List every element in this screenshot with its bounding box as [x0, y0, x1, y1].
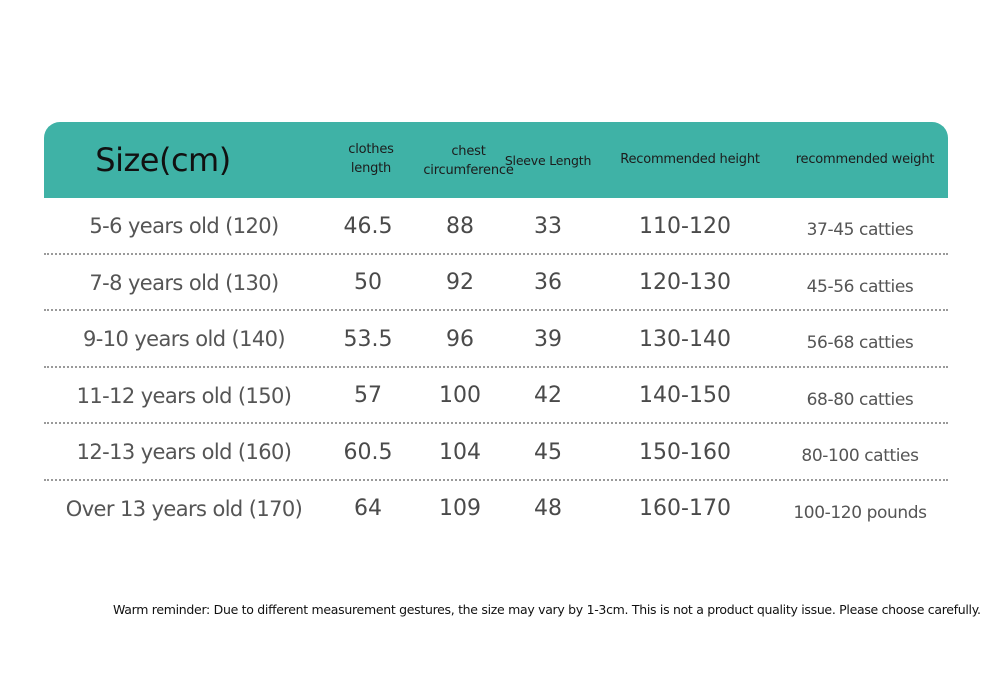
header-clothes-length: clothes length	[336, 122, 406, 198]
table-row: 9-10 years old (140) 53.5 96 39 130-140 …	[44, 311, 948, 368]
header-recommended-height: Recommended height	[620, 151, 760, 167]
cell-weight: 45-56 catties	[806, 276, 914, 297]
cell-size: Over 13 years old (170)	[65, 496, 303, 521]
cell-size: 9-10 years old (140)	[83, 327, 286, 351]
cell-chest: 104	[439, 439, 481, 465]
header-chest-line2: circumference	[423, 163, 514, 178]
cell-chest: 88	[446, 213, 474, 239]
warm-reminder-note: Warm reminder: Due to different measurem…	[113, 602, 981, 617]
cell-height: 150-160	[639, 439, 731, 465]
cell-size: 7-8 years old (130)	[89, 270, 279, 295]
cell-clothes-length: 64	[354, 496, 382, 521]
cell-size: 12-13 years old (160)	[76, 440, 292, 464]
cell-height: 120-130	[639, 270, 731, 295]
cell-sleeve: 48	[534, 496, 562, 521]
cell-height: 140-150	[639, 383, 731, 408]
header-size: Size(cm)	[95, 140, 231, 179]
cell-clothes-length: 50	[354, 270, 382, 295]
table-row: 11-12 years old (150) 57 100 42 140-150 …	[44, 368, 948, 425]
cell-chest: 92	[446, 270, 474, 295]
cell-height: 110-120	[639, 213, 731, 239]
header-clothes-length-line2: length	[350, 161, 392, 176]
table-header: Size(cm) clothes length chest circumferenc…	[44, 122, 948, 198]
cell-weight: 37-45 catties	[806, 220, 914, 240]
cell-chest: 109	[439, 496, 481, 521]
cell-clothes-length: 57	[354, 383, 382, 408]
cell-weight: 68-80 catties	[806, 389, 914, 410]
header-clothes-length-line1: clothes	[348, 142, 394, 158]
cell-height: 130-140	[639, 326, 731, 352]
header-sleeve-length: Sleeve Length	[504, 153, 592, 168]
table-row: Over 13 years old (170) 64 109 48 160-17…	[44, 481, 948, 538]
table-row: 5-6 years old (120) 46.5 88 33 110-120 3…	[44, 198, 948, 255]
cell-size: 5-6 years old (120)	[89, 214, 279, 238]
cell-weight: 56-68 catties	[806, 333, 914, 353]
cell-clothes-length: 46.5	[343, 213, 393, 239]
cell-size: 11-12 years old (150)	[76, 383, 292, 408]
cell-sleeve: 39	[534, 326, 562, 352]
table-row: 12-13 years old (160) 60.5 104 45 150-16…	[44, 424, 948, 481]
cell-weight: 80-100 catties	[801, 446, 919, 466]
size-chart-table: Size(cm) clothes length chest circumferenc…	[44, 122, 948, 537]
header-recommended-weight: recommended weight	[795, 151, 935, 167]
cell-clothes-length: 53.5	[343, 326, 393, 352]
cell-sleeve: 33	[534, 213, 562, 239]
header-chest: chest circumference	[416, 122, 521, 200]
cell-clothes-length: 60.5	[343, 439, 393, 465]
cell-chest: 96	[446, 326, 474, 352]
cell-weight: 100-120 pounds	[793, 502, 927, 523]
cell-chest: 100	[439, 383, 481, 408]
cell-sleeve: 36	[534, 270, 562, 295]
cell-height: 160-170	[639, 496, 731, 521]
header-chest-line1: chest	[451, 144, 486, 160]
cell-sleeve: 42	[534, 383, 562, 408]
table-row: 7-8 years old (130) 50 92 36 120-130 45-…	[44, 255, 948, 312]
cell-sleeve: 45	[534, 439, 562, 465]
